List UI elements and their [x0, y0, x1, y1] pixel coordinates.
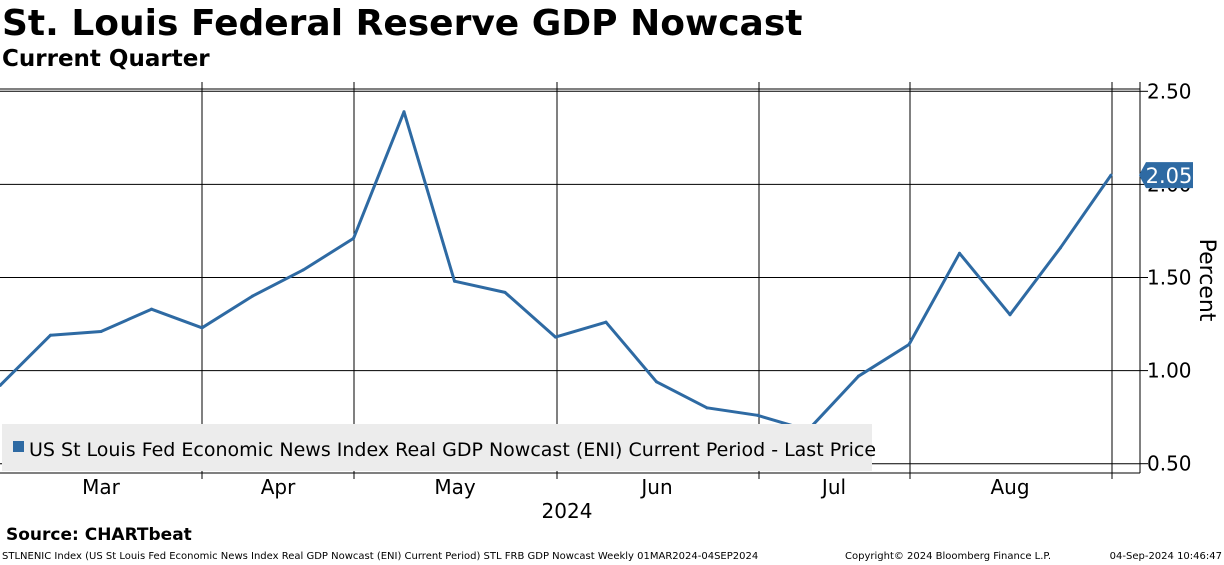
last-value-label: 2.05 — [1146, 164, 1193, 188]
x-tick-label-month: Apr — [261, 475, 296, 499]
series-point — [49, 333, 52, 337]
x-tick-label-month: May — [434, 475, 476, 499]
series-point — [705, 406, 709, 410]
series-point — [200, 326, 204, 330]
x-tick-label-month: Aug — [990, 475, 1029, 499]
series-point — [503, 290, 507, 294]
footer-copyright: Copyright© 2024 Bloomberg Finance L.P. — [845, 551, 1052, 562]
last-value-badge — [1139, 162, 1193, 189]
x-tick-label-month: Jul — [820, 475, 846, 499]
x-tick-label-month: Mar — [82, 475, 121, 499]
y-axis-title: Percent — [1194, 239, 1219, 322]
series-point — [1109, 173, 1113, 177]
series-point — [301, 268, 305, 272]
series-point — [99, 329, 103, 333]
series-point — [907, 343, 911, 347]
series-point — [554, 335, 557, 339]
series-point — [1059, 246, 1062, 250]
footer-index-description: STLNENIC Index (US St Louis Fed Economic… — [2, 551, 759, 562]
series-point — [150, 307, 153, 311]
series-point — [1008, 313, 1012, 317]
series-point — [402, 110, 406, 114]
y-tick-label: 2.50 — [1147, 79, 1192, 103]
series-point — [604, 320, 608, 324]
chart-subtitle: Current Quarter — [2, 46, 210, 72]
series-line — [0, 110, 1113, 432]
chart-title: St. Louis Federal Reserve GDP Nowcast — [2, 3, 803, 44]
series-point — [655, 380, 658, 384]
series-point — [251, 294, 254, 298]
series-point — [857, 374, 860, 378]
legend-label: US St Louis Fed Economic News Index Real… — [29, 439, 876, 461]
series-point — [0, 383, 2, 387]
y-tick-label: 1.50 — [1147, 266, 1192, 290]
legend-box — [2, 424, 872, 471]
series-point — [958, 251, 961, 255]
series-point — [756, 413, 759, 417]
legend-swatch — [13, 441, 24, 452]
series-point — [453, 279, 456, 283]
footer-timestamp: 04-Sep-2024 10:46:47 — [1109, 551, 1222, 562]
x-axis-year-label: 2024 — [542, 499, 593, 523]
x-tick-label-month: Jun — [639, 475, 672, 499]
source-note: Source: CHARTbeat — [6, 525, 192, 545]
y-tick-label: 1.00 — [1147, 359, 1192, 383]
series-point — [352, 236, 355, 240]
y-tick-label: 0.50 — [1147, 452, 1192, 476]
